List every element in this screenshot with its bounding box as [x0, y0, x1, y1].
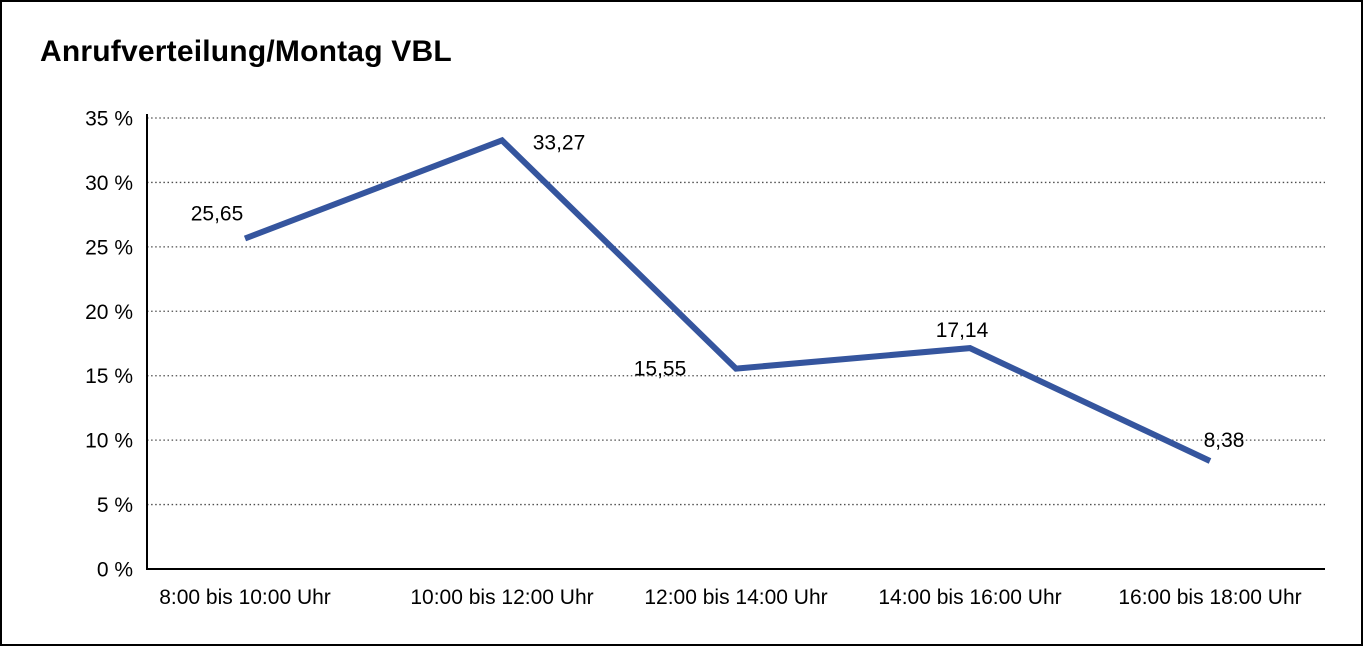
y-tick-label: 10 %: [85, 430, 133, 453]
x-tick-label: 16:00 bis 18:00 Uhr: [1118, 586, 1301, 609]
y-tick-label: 20 %: [85, 301, 133, 324]
y-tick-label: 5 %: [97, 494, 133, 517]
y-tick-label: 0 %: [97, 559, 133, 582]
x-tick-label: 12:00 bis 14:00 Uhr: [644, 586, 827, 609]
y-tick-label: 35 %: [85, 108, 133, 131]
data-label: 33,27: [533, 131, 586, 154]
data-label: 15,55: [634, 358, 687, 381]
x-tick-label: 10:00 bis 12:00 Uhr: [410, 586, 593, 609]
y-tick-label: 30 %: [85, 172, 133, 195]
chart-title: Anrufverteilung/Montag VBL: [40, 35, 452, 68]
data-label: 25,65: [191, 202, 244, 225]
x-tick-label: 14:00 bis 16:00 Uhr: [878, 586, 1061, 609]
x-tick-label: 8:00 bis 10:00 Uhr: [159, 586, 331, 609]
y-tick-label: 25 %: [85, 236, 133, 259]
data-label: 8,38: [1204, 429, 1245, 452]
data-series-line: [243, 136, 1212, 464]
data-label: 17,14: [936, 319, 989, 342]
y-tick-label: 15 %: [85, 365, 133, 388]
